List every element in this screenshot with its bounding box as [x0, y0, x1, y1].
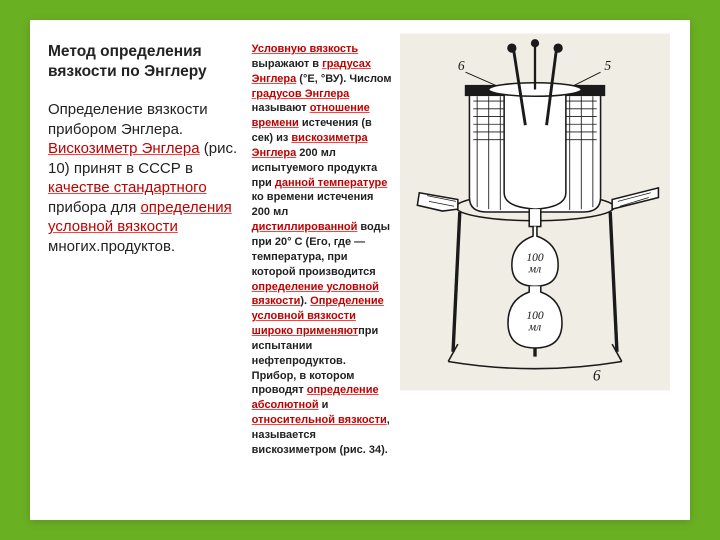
- text: ко времени истечения 200 мл: [252, 191, 374, 218]
- valve-knob: [531, 40, 538, 47]
- text: и: [319, 399, 329, 411]
- text: Определение вязкости прибором Энглера.: [48, 101, 208, 138]
- text: называют: [252, 102, 310, 114]
- left-column: Метод определения вязкости по Энглеру Оп…: [48, 42, 248, 498]
- text: многих.продуктов.: [48, 238, 175, 255]
- text: выражают в: [252, 58, 322, 70]
- link-relative[interactable]: относительной вязкости: [252, 414, 387, 426]
- link-viscometer[interactable]: Вискозиметр Энглера: [48, 140, 200, 157]
- link-distilled[interactable]: дистиллированной: [252, 221, 358, 233]
- fig-label: 6: [593, 368, 601, 385]
- text: ).: [300, 295, 310, 307]
- left-paragraph: Определение вязкости прибором Энглера. В…: [48, 100, 242, 256]
- callout-5: 5: [604, 58, 611, 73]
- callout-6: 6: [458, 58, 465, 73]
- mid-column: Условную вязкость выражают в градусах Эн…: [248, 42, 398, 498]
- thermometer-bulb-left: [508, 44, 516, 52]
- engler-viscometer-diagram: 100мл 100мл 6 5 6: [400, 32, 670, 392]
- link-temp[interactable]: данной температуре: [275, 177, 388, 189]
- thermometer-bulb-right: [554, 44, 562, 52]
- link-cond-visc[interactable]: Условную вязкость: [252, 43, 359, 55]
- mid-paragraph: Условную вязкость выражают в градусах Эн…: [252, 42, 394, 458]
- link-standard[interactable]: качестве стандартного: [48, 179, 207, 196]
- title: Метод определения вязкости по Энглеру: [48, 42, 242, 82]
- card: Метод определения вязкости по Энглеру Оп…: [30, 20, 690, 520]
- inner-cup: [504, 95, 566, 209]
- diagram-column: 100мл 100мл 6 5 6: [397, 32, 672, 498]
- orifice-tube: [529, 209, 541, 226]
- text: (°Е, °ВУ). Числом: [296, 73, 391, 85]
- link-engler-deg2[interactable]: градусов Энглера: [252, 88, 350, 100]
- text: прибора для: [48, 199, 140, 216]
